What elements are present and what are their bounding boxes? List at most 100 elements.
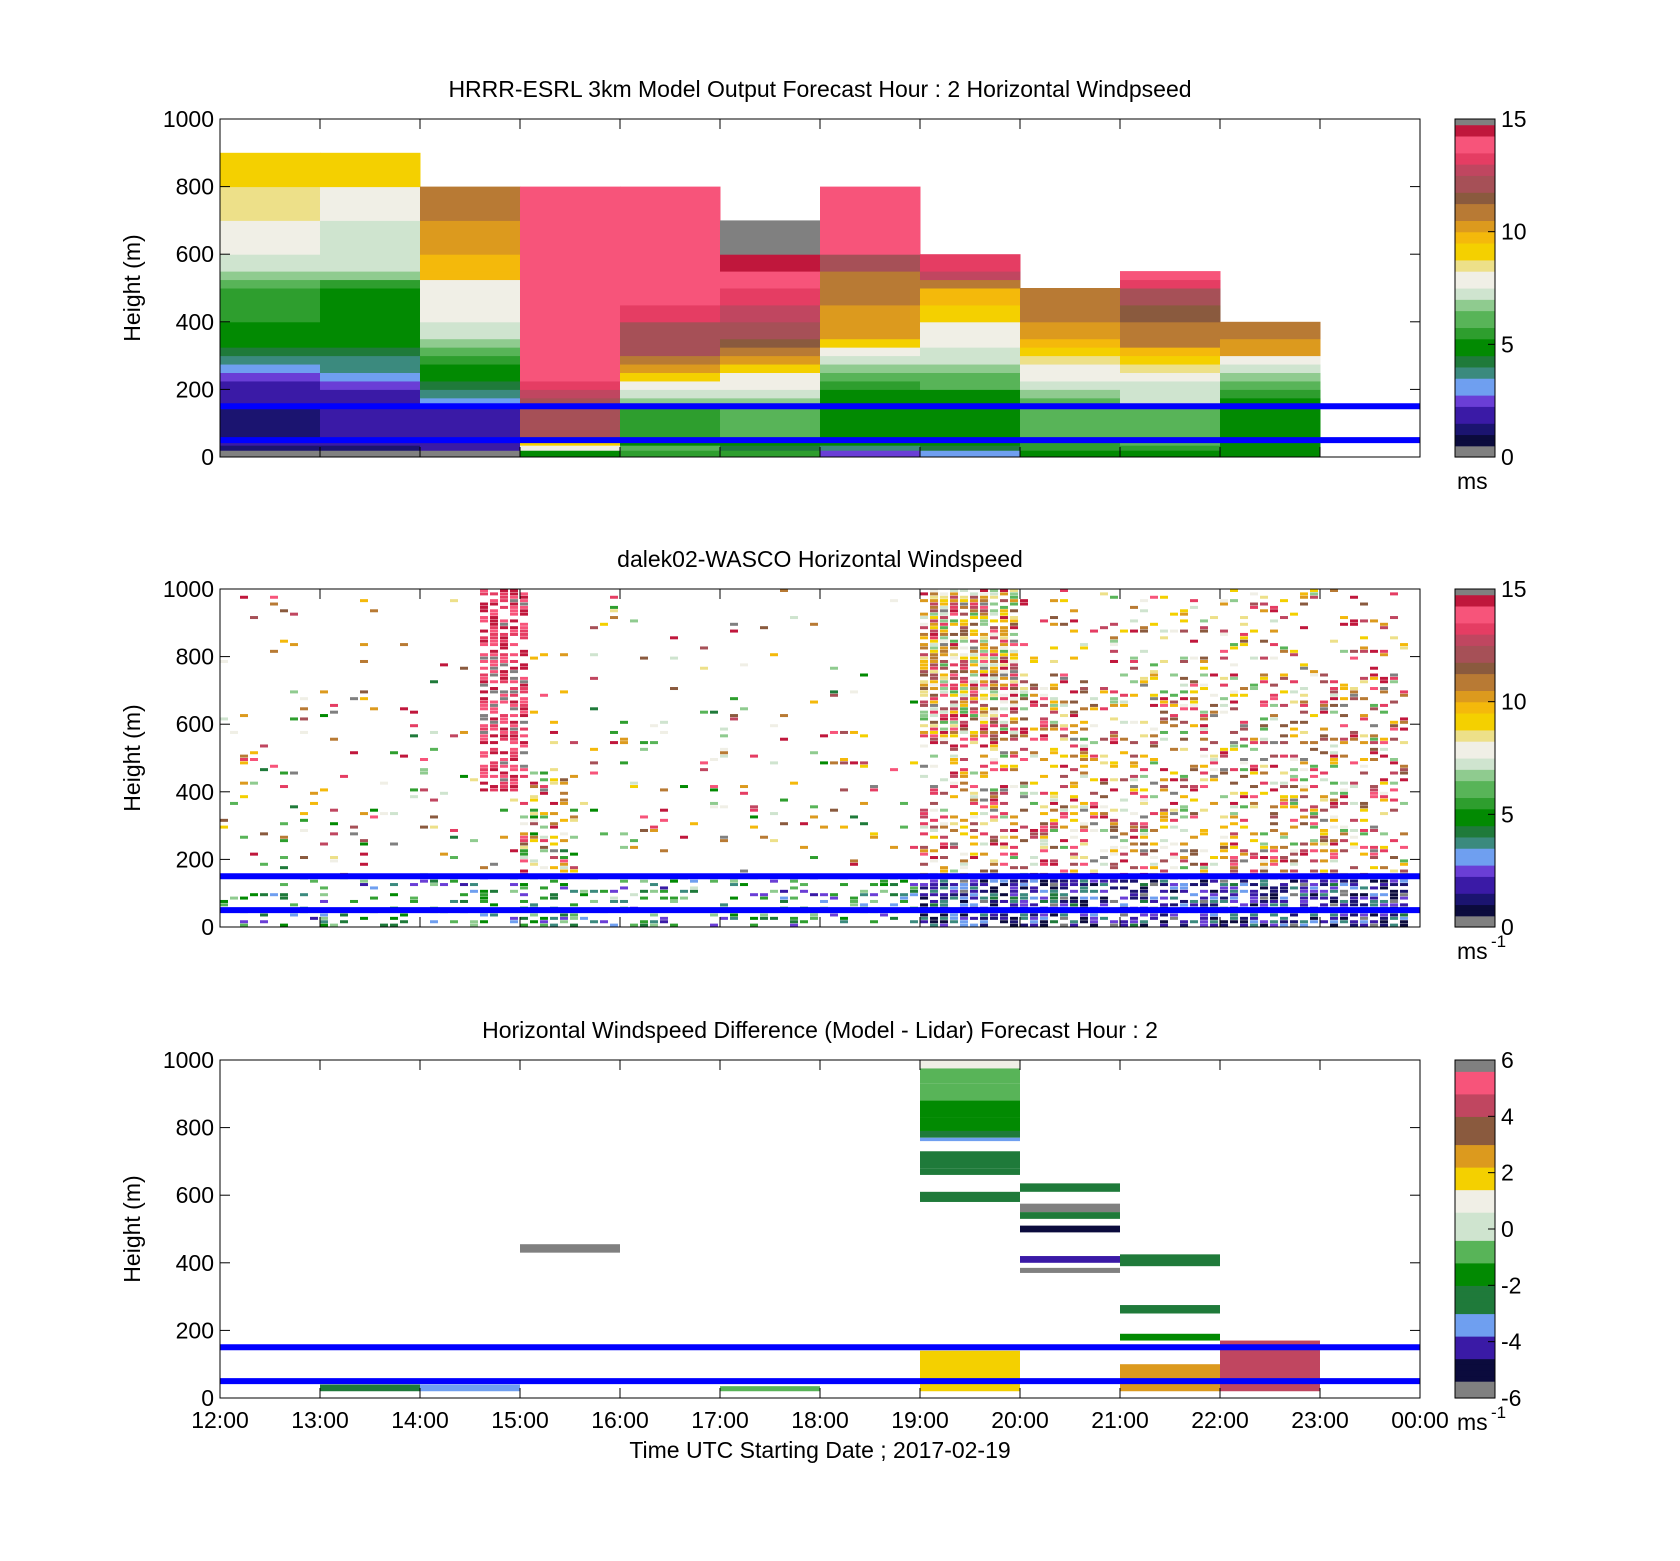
heatmap-cell — [320, 1384, 420, 1392]
heatmap-cell — [790, 781, 798, 785]
heatmap-cell — [1380, 626, 1388, 630]
heatmap-cell — [780, 589, 788, 592]
heatmap-cell — [1070, 730, 1078, 734]
heatmap-cell — [450, 599, 458, 603]
heatmap-cell — [1030, 751, 1038, 755]
heatmap-cell — [930, 899, 938, 903]
heatmap-cell — [350, 825, 358, 829]
heatmap-cell — [520, 849, 528, 853]
heatmap-cell — [620, 271, 721, 281]
heatmap-cell — [1370, 734, 1378, 738]
heatmap-cell — [920, 1151, 1020, 1169]
colorbar-swatch — [1455, 915, 1495, 922]
heatmap-cell — [520, 380, 621, 390]
heatmap-cell — [930, 619, 938, 623]
heatmap-cell — [330, 923, 338, 927]
heatmap-cell — [1400, 879, 1408, 883]
heatmap-cell — [820, 288, 921, 306]
colorbar-swatch — [1455, 718, 1495, 725]
heatmap-cell — [830, 761, 838, 765]
heatmap-cell — [1260, 639, 1268, 643]
heatmap-cell — [1200, 916, 1208, 920]
heatmap-cell — [1060, 764, 1068, 768]
heatmap-cell — [1340, 883, 1348, 887]
heatmap-cell — [940, 778, 948, 782]
heatmap-cell — [1020, 893, 1028, 897]
heatmap-cell — [980, 659, 988, 663]
heatmap-cell — [990, 879, 998, 883]
heatmap-cell — [1210, 903, 1218, 907]
heatmap-cell — [560, 801, 568, 805]
heatmap-cell — [1170, 612, 1178, 616]
heatmap-cell — [250, 751, 258, 755]
heatmap-cell — [1340, 899, 1348, 903]
heatmap-cell — [920, 397, 1021, 407]
heatmap-cell — [640, 920, 648, 924]
heatmap-cell — [500, 785, 508, 789]
heatmap-cell — [560, 916, 568, 920]
heatmap-cell — [1010, 815, 1018, 819]
heatmap-cell — [1340, 879, 1348, 883]
heatmap-cell — [1310, 822, 1318, 826]
heatmap-cell — [410, 788, 418, 792]
heatmap-cell — [920, 703, 928, 707]
heatmap-cell — [320, 152, 421, 188]
heatmap-cell — [1210, 889, 1218, 893]
heatmap-cell — [930, 676, 938, 680]
heatmap-cell — [1310, 673, 1318, 677]
heatmap-cell — [410, 795, 418, 799]
heatmap-cell — [1270, 815, 1278, 819]
heatmap-cell — [990, 636, 998, 640]
heatmap-cell — [1320, 889, 1328, 893]
heatmap-cell — [650, 913, 658, 917]
heatmap-cell — [500, 835, 508, 839]
heatmap-cell — [1010, 866, 1018, 870]
heatmap-cell — [960, 737, 968, 741]
heatmap-cell — [1280, 616, 1288, 620]
heatmap-cell — [970, 822, 978, 826]
heatmap-cell — [470, 923, 478, 927]
heatmap-cell — [1020, 839, 1028, 843]
heatmap-cell — [1110, 639, 1118, 643]
heatmap-cell — [1350, 920, 1358, 924]
heatmap-cell — [1160, 825, 1168, 829]
heatmap-cell — [1200, 785, 1208, 789]
heatmap-cell — [1130, 825, 1138, 829]
heatmap-cell — [810, 916, 818, 920]
heatmap-cell — [500, 673, 508, 677]
heatmap-cell — [1110, 697, 1118, 701]
heatmap-cell — [1020, 406, 1121, 441]
heatmap-cell — [1300, 899, 1308, 903]
heatmap-cell — [920, 913, 928, 917]
heatmap-cell — [1340, 791, 1348, 795]
heatmap-cell — [1270, 693, 1278, 697]
heatmap-cell — [940, 720, 948, 724]
heatmap-cell — [490, 619, 498, 623]
heatmap-cell — [370, 808, 378, 812]
heatmap-cell — [620, 338, 721, 348]
heatmap-cell — [1140, 923, 1148, 927]
heatmap-cell — [1310, 883, 1318, 887]
heatmap-cell — [1170, 714, 1178, 718]
heatmap-cell — [1350, 693, 1358, 697]
heatmap-cell — [500, 626, 508, 630]
heatmap-cell — [1010, 734, 1018, 738]
heatmap-cell — [660, 788, 668, 792]
heatmap-cell — [490, 903, 498, 907]
heatmap-cell — [1060, 815, 1068, 819]
heatmap-cell — [490, 785, 498, 789]
heatmap-cell — [1160, 920, 1168, 924]
heatmap-cell — [1390, 673, 1398, 677]
heatmap-cell — [990, 839, 998, 843]
heatmap-cell — [490, 666, 498, 670]
heatmap-cell — [1150, 879, 1158, 883]
heatmap-cell — [1340, 703, 1348, 707]
heatmap-cell — [960, 825, 968, 829]
heatmap-cell — [1220, 683, 1228, 687]
heatmap-cell — [1340, 649, 1348, 653]
heatmap-cell — [930, 700, 938, 704]
heatmap-cell — [360, 599, 368, 603]
heatmap-cell — [940, 893, 948, 897]
heatmap-cell — [1080, 737, 1088, 741]
heatmap-cell — [300, 893, 308, 897]
